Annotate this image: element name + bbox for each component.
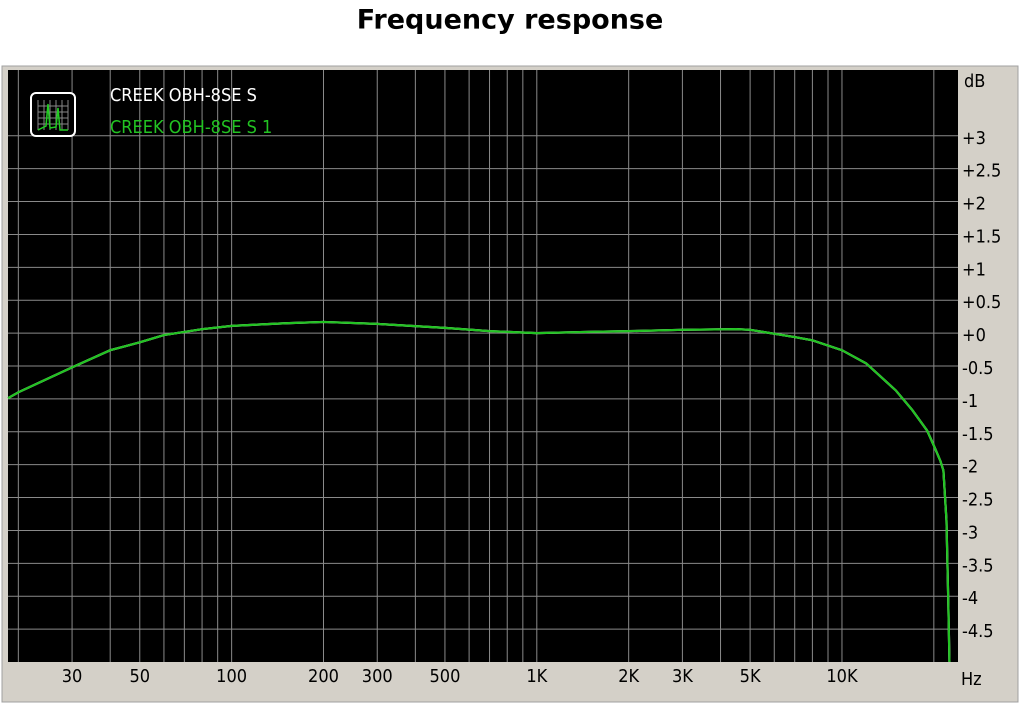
y-tick-label: +2 xyxy=(962,194,986,215)
y-tick-label: -3.5 xyxy=(962,555,994,576)
x-tick-label: 30 xyxy=(62,666,83,687)
series-line xyxy=(7,320,951,663)
x-tick-label: 1K xyxy=(526,666,547,687)
x-tick-label: 100 xyxy=(216,666,247,687)
chart-title: Frequency response xyxy=(357,5,664,36)
x-tick-label: 10K xyxy=(826,666,858,687)
y-tick-label: +2.5 xyxy=(962,161,1001,182)
legend-label: CREEK OBH-8SE S xyxy=(110,85,257,106)
x-tick-label: 50 xyxy=(129,666,150,687)
y-tick-label: +0 xyxy=(962,325,986,346)
x-tick-label: 3K xyxy=(672,666,693,687)
legend-label: CREEK OBH-8SE S 1 xyxy=(110,117,272,138)
x-tick-label: 200 xyxy=(308,666,339,687)
y-tick-label: -4 xyxy=(962,588,978,609)
y-tick-label: +3 xyxy=(962,128,986,149)
x-tick-label: 2K xyxy=(618,666,639,687)
y-tick-label: +1.5 xyxy=(962,226,1001,247)
y-tick-label: -1.5 xyxy=(962,424,994,445)
y-tick-label: -2 xyxy=(962,457,978,478)
y-tick-label: +0.5 xyxy=(962,292,1001,313)
y-tick-label: -2.5 xyxy=(962,490,994,511)
y-tick-label: +1 xyxy=(962,259,986,280)
grid xyxy=(8,70,958,662)
y-tick-label: -4.5 xyxy=(962,621,994,642)
y-tick-label: -3 xyxy=(962,522,978,543)
x-tick-label: 500 xyxy=(429,666,460,687)
y-axis-label: dB xyxy=(964,71,985,92)
x-axis-label: Hz xyxy=(961,669,982,690)
x-tick-label: 5K xyxy=(740,666,761,687)
y-tick-label: -1 xyxy=(962,391,978,412)
y-tick-label: -0.5 xyxy=(962,358,994,379)
legend-icon xyxy=(30,92,76,137)
x-tick-label: 300 xyxy=(362,666,393,687)
lines xyxy=(7,320,951,663)
